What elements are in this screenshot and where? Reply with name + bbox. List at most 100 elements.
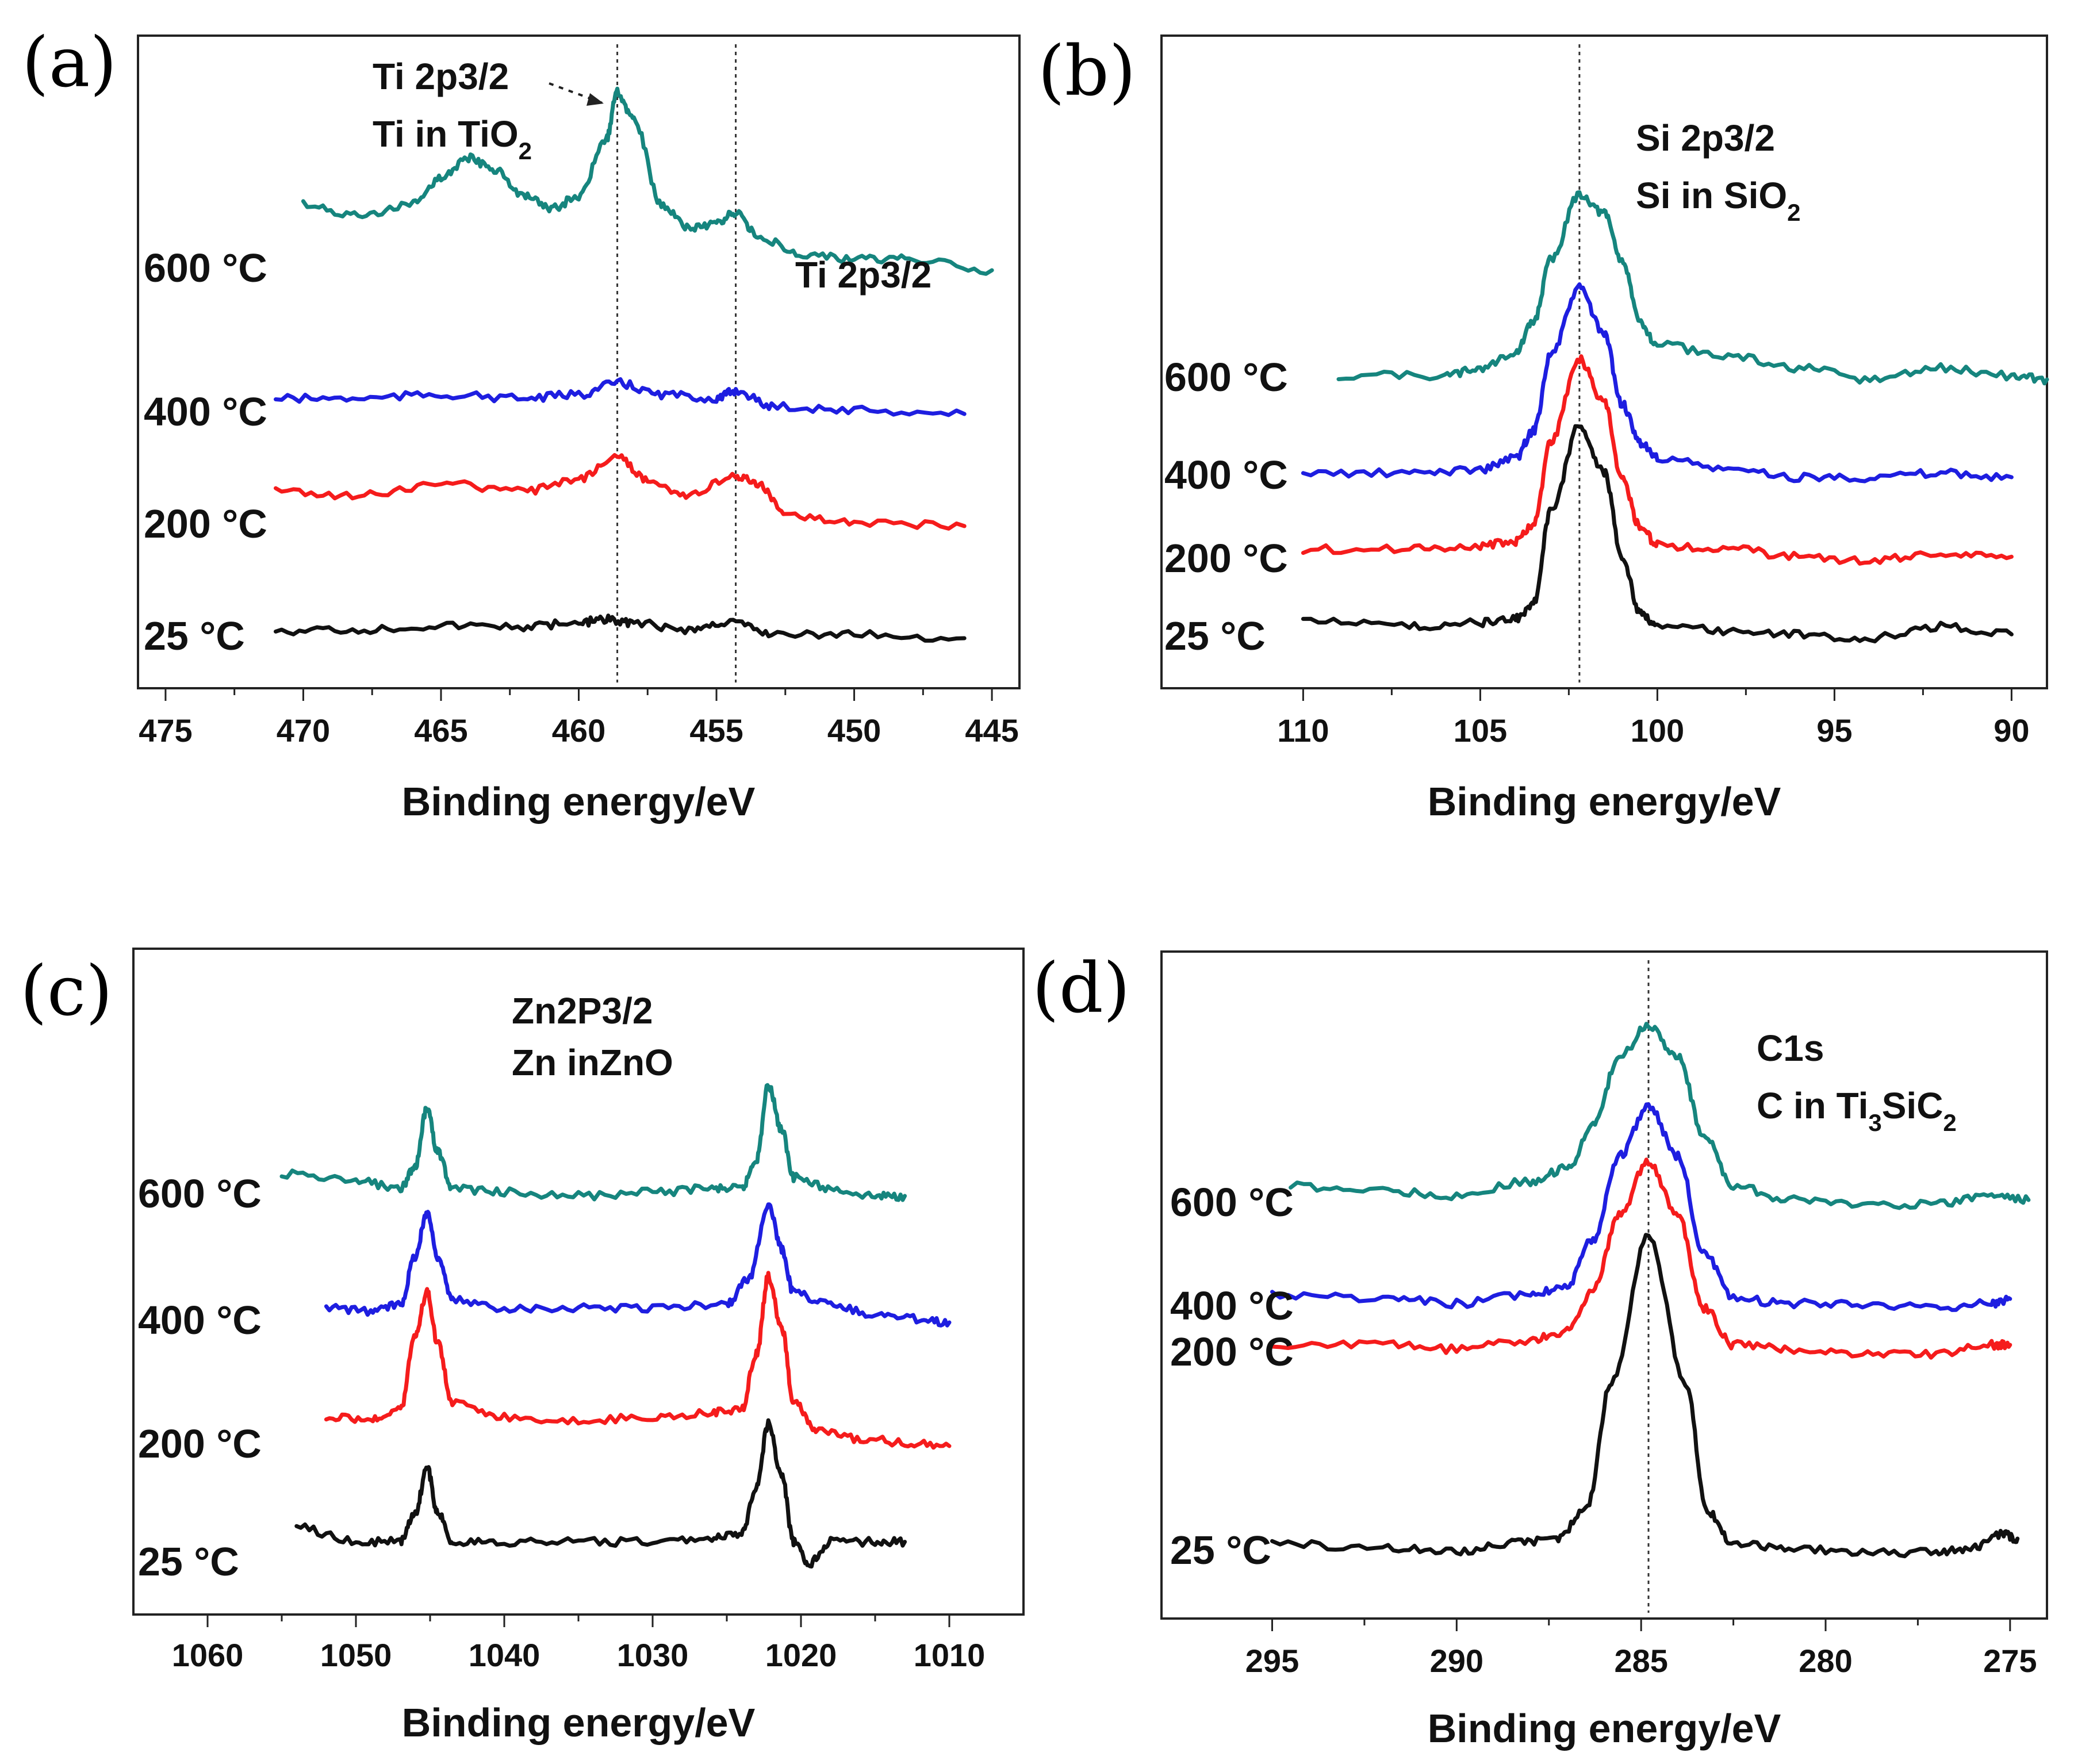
x-tick-label-465: 465 xyxy=(414,712,467,749)
temperature-label-600c: 600 °C xyxy=(1170,1180,1294,1225)
x-axis-title-b: Binding energy/eV xyxy=(1428,779,1781,824)
spectrum-200c-panel-c xyxy=(324,1271,952,1450)
spectrum-400c-panel-c xyxy=(324,1202,952,1328)
x-tick-label-290: 290 xyxy=(1430,1643,1483,1679)
spectrum-400c-panel-b xyxy=(1301,282,2014,484)
annotation-zn-in-zno: Zn inZnO xyxy=(512,1042,673,1083)
x-axis-title-d: Binding energy/eV xyxy=(1428,1706,1781,1751)
spectrum-200c-panel-a xyxy=(274,453,967,531)
x-tick-label-100: 100 xyxy=(1631,712,1684,749)
spectrum-25c-panel-a xyxy=(274,613,967,643)
annotation-arrow-head xyxy=(586,93,604,106)
x-axis-ticks-a: 475 470 465 460 455 450 445 xyxy=(139,688,1019,749)
annotation-si-in-sio2-main: Si in SiO xyxy=(1636,175,1787,216)
temperature-label-25c: 25 °C xyxy=(1170,1528,1271,1573)
x-tick-label-450: 450 xyxy=(827,712,881,749)
annotation-ti-in-tio2-subscript: 2 xyxy=(519,137,532,164)
reference-lines-a xyxy=(616,44,737,682)
plot-frame-d xyxy=(1160,950,2048,1620)
annotation-zn2p3-2: Zn2P3/2 xyxy=(512,990,653,1031)
x-tick-label-1060: 1060 xyxy=(172,1637,244,1673)
annotation-ti-in-tio2-main: Ti in TiO xyxy=(373,113,519,155)
spectrum-25c-panel-c xyxy=(294,1418,907,1569)
temperature-label-25c: 25 °C xyxy=(1164,613,1266,658)
spectra-c xyxy=(279,1083,952,1569)
annotation-si-in-sio2: Si in SiO2 xyxy=(1636,175,1801,226)
annotation-c2-subscript: 2 xyxy=(1943,1109,1956,1136)
temperature-label-25c: 25 °C xyxy=(144,613,245,658)
annotation-c1s: C1s xyxy=(1757,1027,1824,1069)
x-tick-label-105: 105 xyxy=(1454,712,1507,749)
x-axis-title-c: Binding energy/eV xyxy=(402,1700,756,1745)
x-axis-title-a: Binding energy/eV xyxy=(402,779,756,824)
temperature-label-200c: 200 °C xyxy=(144,501,267,546)
spectrum-200c-panel-b xyxy=(1301,354,2014,566)
x-tick-label-445: 445 xyxy=(965,712,1018,749)
spectrum-400c-panel-a xyxy=(274,377,967,417)
temperature-label-200c: 200 °C xyxy=(138,1421,262,1466)
spectrum-200c-panel-d xyxy=(1270,1157,2012,1360)
temperature-label-25c: 25 °C xyxy=(138,1539,239,1584)
spectrum-600c-panel-d xyxy=(1289,1022,2031,1210)
x-tick-label-460: 460 xyxy=(552,712,605,749)
temperature-label-200c: 200 °C xyxy=(1164,536,1288,581)
temperature-label-600c: 600 °C xyxy=(138,1171,262,1216)
x-tick-label-90: 90 xyxy=(1994,712,2029,749)
temperature-label-400c: 400 °C xyxy=(1170,1283,1294,1328)
temperature-label-400c: 400 °C xyxy=(138,1298,262,1343)
spectrum-600c-panel-b xyxy=(1336,190,2049,386)
panel-d-c1s-spectra: (d) 295 290 285 280 275 Binding energy/eV C1… xyxy=(1032,949,2048,1751)
x-tick-label-280: 280 xyxy=(1799,1643,1852,1679)
x-tick-label-95: 95 xyxy=(1816,712,1852,749)
spectrum-600c-panel-a xyxy=(301,86,994,276)
annotation-ti3-subscript: 3 xyxy=(1868,1109,1881,1136)
x-tick-label-475: 475 xyxy=(139,712,192,749)
panel-b-si-spectra: (b) 110 105 100 95 90 Binding energy/eV Si 2… xyxy=(1038,32,2049,824)
x-axis-ticks-c: 1060 1050 1040 1030 1020 1010 xyxy=(172,1615,986,1673)
temperature-label-400c: 400 °C xyxy=(144,389,267,434)
temperature-labels-a: 600 °C 400 °C 200 °C 25 °C xyxy=(144,246,267,658)
spectrum-25c-panel-d xyxy=(1270,1233,2020,1559)
annotation-c-in-ti3sic2: C in Ti3SiC2 xyxy=(1757,1085,1957,1136)
x-tick-label-1050: 1050 xyxy=(320,1637,392,1673)
x-tick-label-285: 285 xyxy=(1614,1643,1667,1679)
spectra-a xyxy=(274,86,994,643)
plot-frame-b xyxy=(1160,34,2048,689)
spectrum-25c-panel-b xyxy=(1301,424,2014,643)
spectrum-600c-panel-c xyxy=(279,1083,907,1202)
panel-letter-d: (d) xyxy=(1032,949,1130,1029)
x-tick-label-1030: 1030 xyxy=(617,1637,689,1673)
x-tick-label-275: 275 xyxy=(1983,1643,2037,1679)
panel-c-zn-spectra: (c) 1060 1050 1040 1030 1020 1010 Binding ene… xyxy=(20,948,1025,1745)
temperature-label-600c: 600 °C xyxy=(144,246,267,290)
x-tick-label-295: 295 xyxy=(1245,1643,1299,1679)
panel-letter-b: (b) xyxy=(1038,32,1136,112)
annotation-c-in-ti3sic2-main: C in Ti xyxy=(1757,1085,1868,1126)
annotation-si-2p3-2: Si 2p3/2 xyxy=(1636,117,1775,159)
annotation-ti-in-tio2: Ti in TiO2 xyxy=(373,113,532,164)
x-tick-label-110: 110 xyxy=(1277,712,1329,749)
x-axis-ticks-b: 110 105 100 95 90 xyxy=(1277,688,2030,749)
x-tick-label-1040: 1040 xyxy=(469,1637,540,1673)
x-tick-label-1020: 1020 xyxy=(765,1637,837,1673)
temperature-label-400c: 400 °C xyxy=(1164,452,1288,497)
temperature-labels-c: 600 °C 400 °C 200 °C 25 °C xyxy=(138,1171,262,1584)
annotation-ti-2p3-2: Ti 2p3/2 xyxy=(795,254,931,296)
spectra-b xyxy=(1301,190,2049,643)
annotation-si-in-sio2-subscript: 2 xyxy=(1787,199,1800,226)
spectrum-400c-panel-d xyxy=(1270,1102,2012,1312)
temperature-label-600c: 600 °C xyxy=(1164,355,1288,400)
annotation-ti-2p3-2-peak: Ti 2p3/2 xyxy=(373,56,509,97)
spectra-d xyxy=(1270,1022,2031,1559)
x-tick-label-455: 455 xyxy=(689,712,743,749)
panel-letter-a: (a) xyxy=(22,23,117,103)
x-axis-ticks-d: 295 290 285 280 275 xyxy=(1245,1619,2037,1679)
x-tick-label-470: 470 xyxy=(277,712,330,749)
x-tick-label-1010: 1010 xyxy=(914,1637,986,1673)
panel-a-ti-spectra: (a) 475 470 465 460 455 450 445 Binding energy… xyxy=(22,23,1021,824)
temperature-label-200c: 200 °C xyxy=(1170,1329,1294,1374)
temperature-labels-b: 600 °C 400 °C 200 °C 25 °C xyxy=(1164,355,1288,658)
panel-letter-c: (c) xyxy=(20,952,113,1031)
